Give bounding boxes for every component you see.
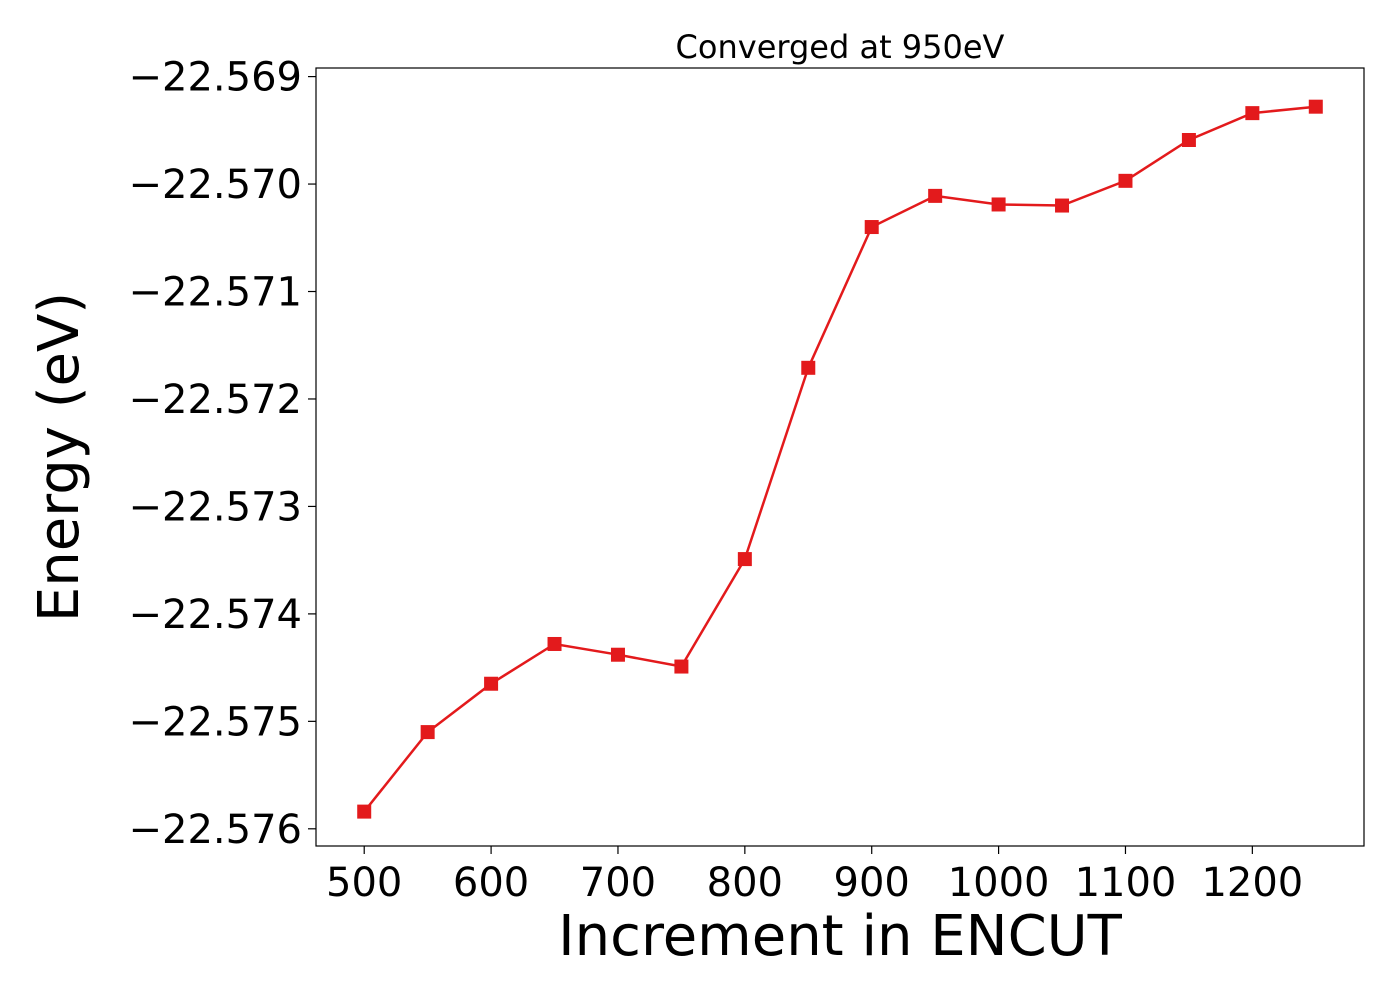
data-point-marker — [991, 197, 1006, 212]
y-tick-label: −22.569 — [129, 55, 302, 101]
data-point-marker — [1181, 132, 1196, 147]
plot-layer — [357, 99, 1323, 819]
data-point-marker — [1245, 106, 1260, 121]
data-point-marker — [928, 188, 943, 203]
series-line — [363, 105, 1316, 813]
x-tick-label: 700 — [580, 860, 656, 906]
x-tick-label: 900 — [834, 860, 910, 906]
data-point-marker — [420, 725, 435, 740]
y-tick-label: −22.571 — [129, 270, 302, 316]
y-axis: −22.569 −22.570 −22.571 −22.572 −22.573 −22.5… — [129, 55, 316, 853]
x-tick-label: 600 — [453, 860, 529, 906]
y-tick-label: −22.570 — [129, 162, 302, 208]
data-point-marker — [801, 360, 816, 375]
data-point-marker — [1308, 99, 1323, 114]
data-point-marker — [864, 220, 879, 235]
x-axis: 500 600 700 800 900 1000 1100 1200 — [326, 846, 1303, 906]
data-point-marker — [674, 659, 689, 674]
x-tick-label: 1100 — [1075, 860, 1177, 906]
x-tick-label: 500 — [326, 860, 402, 906]
data-point-marker — [1118, 173, 1133, 188]
x-tick-label: 800 — [707, 860, 783, 906]
chart-title: Converged at 950eV — [676, 28, 1005, 66]
data-point-marker — [484, 676, 499, 691]
y-tick-label: −22.574 — [129, 592, 302, 638]
y-tick-label: −22.576 — [129, 807, 302, 853]
x-tick-label: 1200 — [1201, 860, 1303, 906]
y-tick-label: −22.572 — [129, 377, 302, 423]
data-point-marker — [610, 647, 625, 662]
x-axis-title: Increment in ENCUT — [558, 904, 1123, 969]
data-point-marker — [737, 552, 752, 567]
plot-frame — [315, 67, 1365, 847]
data-point-marker — [1055, 198, 1070, 213]
y-tick-label: −22.575 — [129, 699, 302, 745]
data-point-marker — [547, 636, 562, 651]
x-tick-label: 1000 — [948, 860, 1050, 906]
y-tick-label: −22.573 — [129, 484, 302, 530]
data-point-marker — [357, 804, 372, 819]
y-axis-title: Energy (eV) — [27, 292, 92, 622]
